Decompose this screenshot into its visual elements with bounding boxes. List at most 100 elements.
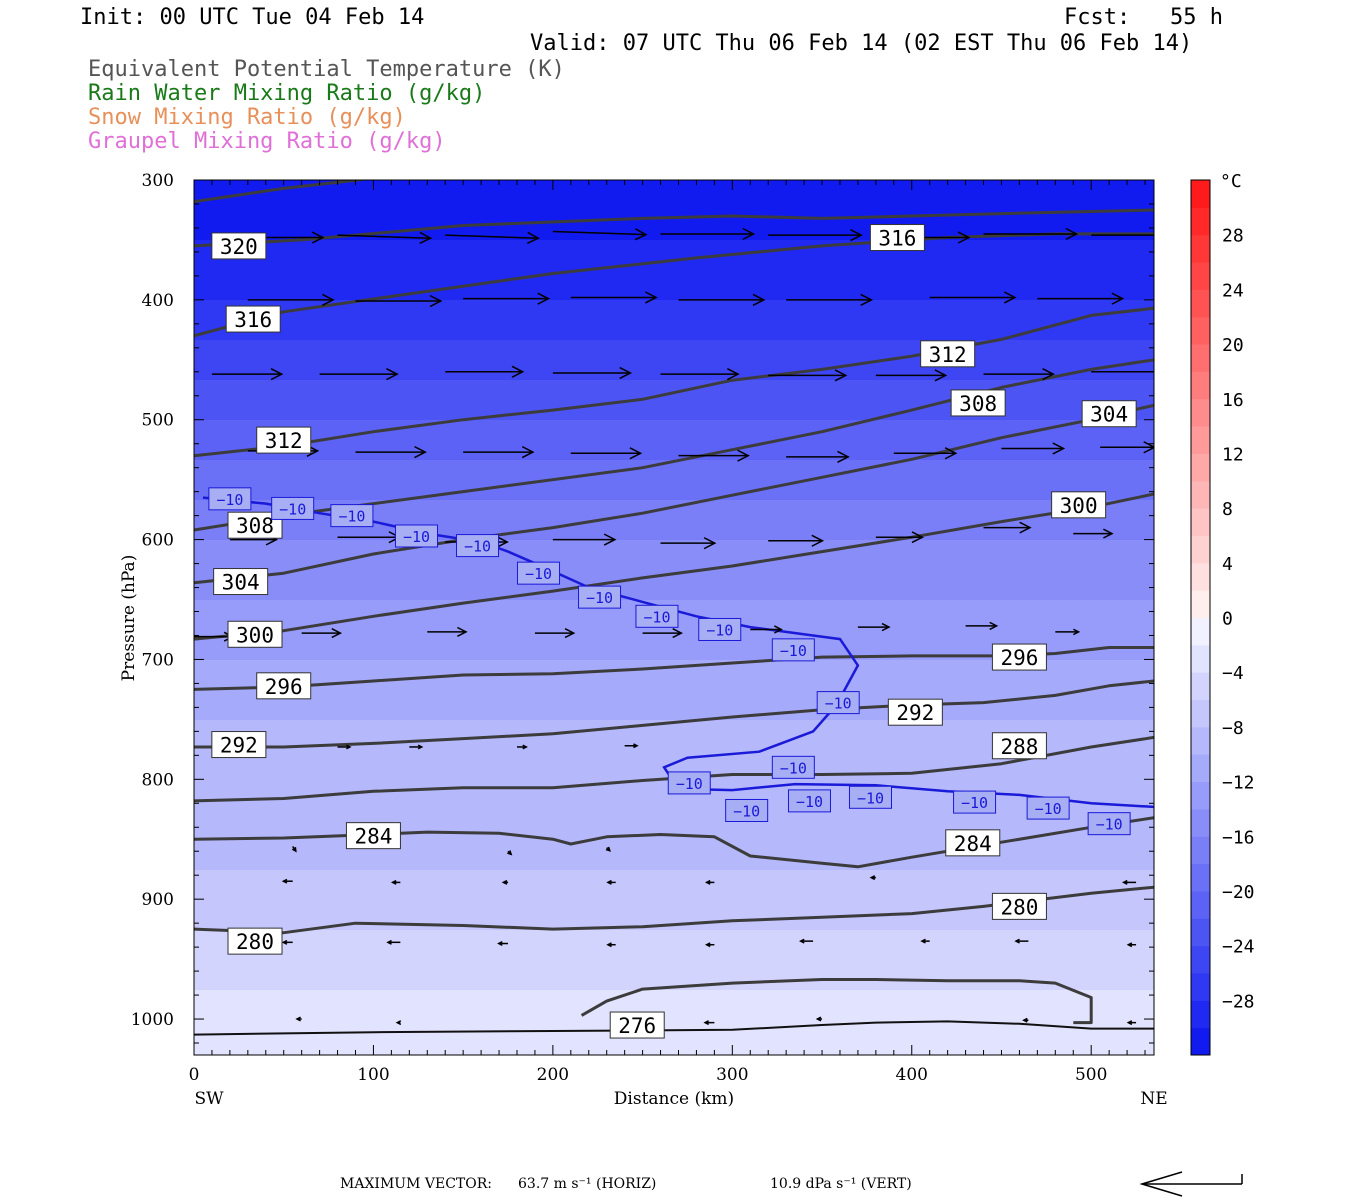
temperature-band (194, 435, 1154, 441)
temperature-band (194, 595, 1154, 601)
temperature-band (194, 995, 1154, 1001)
wind-vector (570, 291, 658, 304)
colorbar-swatch (1191, 1000, 1210, 1029)
svg-text:316: 316 (234, 308, 272, 332)
temperature-band (194, 425, 1154, 431)
temperature-band (194, 590, 1154, 596)
theta-e-contour-320 (194, 180, 371, 204)
wind-vector (319, 368, 399, 381)
theta-e-label: 284 (945, 829, 1001, 857)
colorbar-swatch (1191, 453, 1210, 482)
temperature-band (194, 565, 1154, 571)
wind-vector (445, 365, 525, 378)
temperature-band (194, 320, 1154, 326)
temperature-band (194, 1015, 1154, 1021)
svg-text:−10: −10 (676, 775, 703, 793)
colorbar-unit: °C (1220, 171, 1242, 192)
svg-text:−10: −10 (825, 695, 852, 713)
wind-vector (1037, 292, 1125, 305)
temperature-band (194, 1000, 1154, 1006)
temperature-band (194, 910, 1154, 916)
wind-vector (463, 445, 535, 459)
temperature-band (194, 480, 1154, 486)
wind-vector (929, 291, 1017, 304)
temperature-band (194, 295, 1154, 301)
temperature-band (194, 585, 1154, 591)
temperature-band (194, 410, 1154, 416)
temperature-band (194, 805, 1154, 811)
colorbar-swatch (1191, 945, 1210, 974)
wind-vector (983, 368, 1055, 381)
wind-vector (660, 227, 756, 241)
theta-e-label: 296 (256, 672, 312, 700)
temperature-band (194, 575, 1154, 581)
svg-text:296: 296 (1000, 646, 1038, 670)
colorbar-swatch (1191, 562, 1210, 591)
svg-text:−10: −10 (586, 589, 613, 607)
temperature-band (194, 690, 1154, 696)
isotherm-label: −10 (517, 561, 561, 585)
wind-vector (281, 878, 293, 884)
theta-e-label: 312 (256, 426, 312, 454)
theta-e-label: 300 (1051, 491, 1107, 519)
wind-vector (497, 941, 509, 947)
svg-text:284: 284 (354, 825, 392, 849)
temperature-band (194, 465, 1154, 471)
temperature-band (194, 325, 1154, 331)
temperature-band (194, 265, 1154, 271)
theta-e-label: 292 (211, 731, 267, 759)
isotherm-label: −10 (330, 504, 374, 528)
temperature-band (194, 280, 1154, 286)
x-tick-label: 0 (189, 1065, 200, 1085)
temperature-band (194, 225, 1154, 231)
wind-vector (606, 879, 616, 885)
wind-vector (704, 879, 715, 885)
svg-text:292: 292 (220, 734, 258, 758)
colorbar-tick-label: −12 (1222, 773, 1255, 794)
y-tick-label: 900 (142, 890, 174, 910)
temperature-band (194, 545, 1154, 551)
temperature-band (194, 1035, 1154, 1041)
isotherm-label: −10 (395, 524, 439, 548)
svg-text:−10: −10 (403, 528, 430, 546)
svg-text:280: 280 (1000, 895, 1038, 919)
wind-vector (463, 292, 551, 305)
colorbar: 28 24 20 16 12 8 4 0 −4 −8 −12 −16 −20 −24 −28 (1190, 179, 1255, 1056)
theta-e-label: 280 (227, 927, 283, 955)
temperature-band (194, 925, 1154, 931)
wind-vector (552, 366, 633, 380)
temperature-band (194, 700, 1154, 706)
svg-text:−10: −10 (216, 491, 243, 509)
isotherm-label: −10 (787, 789, 831, 813)
temperature-band (194, 980, 1154, 986)
theta-e-label: 312 (920, 340, 976, 368)
svg-text:304: 304 (1090, 403, 1128, 427)
wind-vector (983, 521, 1032, 534)
temperature-band (194, 190, 1154, 196)
x-axis-label: Distance (km) (614, 1089, 734, 1109)
svg-text:308: 308 (236, 514, 274, 538)
temperature-band (194, 930, 1154, 936)
wind-vector (409, 744, 424, 750)
temperature-band (194, 260, 1154, 266)
temperature-band (194, 915, 1154, 921)
svg-text:−10: −10 (643, 608, 670, 626)
theta-e-label: 292 (887, 698, 943, 726)
temperature-band (194, 445, 1154, 451)
colorbar-tick-label: 28 (1222, 226, 1244, 247)
theta-e-contour-284 (194, 816, 1154, 869)
temperature-band (194, 340, 1154, 346)
theta-e-label: 316 (225, 305, 281, 333)
colorbar-swatch (1191, 480, 1210, 509)
wind-vector (642, 628, 684, 639)
temperature-band (194, 765, 1154, 771)
temperature-band (194, 400, 1154, 406)
colorbar-tick-label: 16 (1222, 390, 1244, 411)
wind-vector (983, 227, 1079, 241)
y-tick-label: 300 (142, 171, 174, 191)
temperature-band (194, 370, 1154, 376)
wind-vector (1014, 938, 1029, 944)
svg-text:312: 312 (265, 429, 303, 453)
wind-vector (660, 537, 717, 550)
wind-vector (337, 744, 352, 750)
